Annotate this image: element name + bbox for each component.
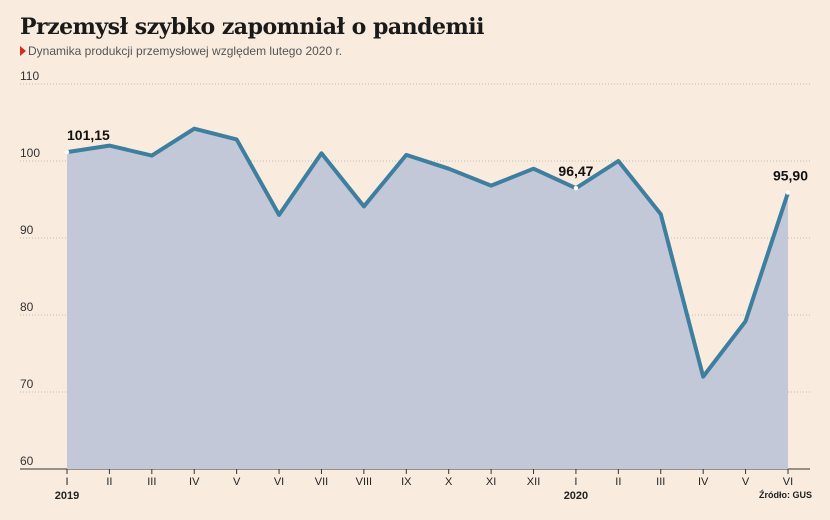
annotations: 101,15 96,47 95,90 bbox=[64, 127, 808, 195]
x-tick-label: XI bbox=[486, 476, 496, 488]
x-tick-label: VI bbox=[274, 476, 284, 488]
x-tick-label: II bbox=[106, 476, 112, 488]
data-point-marker bbox=[573, 185, 579, 191]
series-line bbox=[65, 126, 790, 379]
y-axis-ticks: 60 70 80 90 100 110 bbox=[20, 69, 40, 468]
x-tick-label: V bbox=[233, 476, 241, 488]
subtitle-marker-icon bbox=[20, 46, 26, 56]
data-label: 96,47 bbox=[558, 163, 593, 179]
y-tick-label: 110 bbox=[20, 69, 39, 83]
x-tick-label: I bbox=[574, 476, 577, 488]
x-tick-label: III bbox=[656, 476, 665, 488]
source-label: Źródło: GUS bbox=[759, 490, 812, 500]
y-tick-label: 60 bbox=[20, 454, 34, 468]
data-label: 95,90 bbox=[773, 168, 808, 184]
year-label: 2019 bbox=[55, 490, 79, 502]
area-fill bbox=[67, 128, 788, 469]
x-tick-label: IV bbox=[189, 476, 200, 488]
chart-subtitle-text: Dynamika produkcji przemysłowej względem… bbox=[28, 44, 343, 58]
x-axis-ticks: I II III IV V VI VII VIII IX X XI XII I II III IV V VI201… bbox=[55, 469, 793, 502]
area-layer bbox=[67, 128, 788, 469]
x-tick-label: VI bbox=[783, 476, 793, 488]
data-label: 101,15 bbox=[67, 127, 110, 143]
data-point-marker bbox=[785, 190, 791, 195]
y-tick-label: 80 bbox=[20, 300, 34, 314]
y-tick-label: 90 bbox=[20, 223, 34, 237]
x-tick-label: X bbox=[445, 476, 453, 488]
line-layer bbox=[65, 126, 790, 379]
x-tick-label: III bbox=[147, 476, 156, 488]
chart-subtitle: Dynamika produkcji przemysłowej względem… bbox=[20, 44, 342, 58]
y-tick-label: 70 bbox=[20, 377, 34, 391]
x-tick-label: I bbox=[65, 476, 68, 488]
x-tick-label: V bbox=[742, 476, 750, 488]
y-tick-label: 100 bbox=[20, 146, 40, 160]
x-tick-label: IX bbox=[401, 476, 412, 488]
chart-title: Przemysł szybko zapomniał o pandemii bbox=[20, 14, 484, 40]
year-label: 2020 bbox=[564, 490, 588, 502]
x-tick-label: VIII bbox=[356, 476, 373, 488]
x-tick-label: VII bbox=[315, 476, 328, 488]
data-point-marker bbox=[64, 149, 70, 155]
x-tick-label: XII bbox=[527, 476, 540, 488]
x-tick-label: IV bbox=[698, 476, 709, 488]
x-tick-label: II bbox=[615, 476, 621, 488]
